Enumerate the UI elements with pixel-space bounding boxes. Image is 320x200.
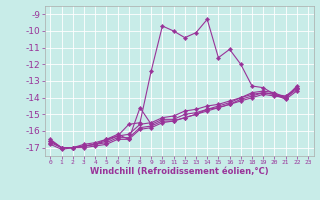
X-axis label: Windchill (Refroidissement éolien,°C): Windchill (Refroidissement éolien,°C) bbox=[90, 167, 268, 176]
